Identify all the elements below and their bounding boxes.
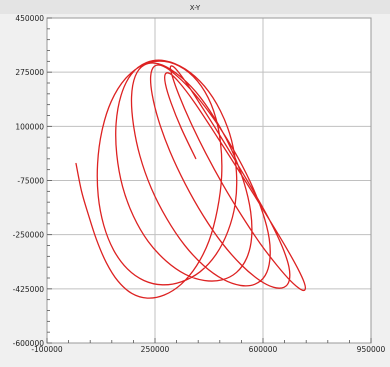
series-layer bbox=[75, 59, 307, 299]
title-bar bbox=[0, 0, 390, 14]
y-tick-label: -250000 bbox=[13, 231, 45, 240]
y-tick-label: -600000 bbox=[13, 339, 45, 348]
y-tick-label: -425000 bbox=[13, 285, 45, 294]
y-tick-label: 100000 bbox=[15, 122, 44, 131]
y-tick-label: 275000 bbox=[15, 68, 44, 77]
y-tick-label: -75000 bbox=[17, 177, 44, 186]
axes: -100000 250000 600000 950000 -600000 -425000 -… bbox=[13, 14, 386, 354]
y-tick-label: 450000 bbox=[15, 14, 44, 23]
grid bbox=[47, 18, 371, 343]
x-tick-label: 250000 bbox=[141, 345, 170, 354]
x-tick-label: -100000 bbox=[31, 345, 63, 354]
series-line-0 bbox=[75, 59, 307, 299]
chart-title: X-Y bbox=[190, 4, 201, 12]
x-tick-label: 950000 bbox=[357, 345, 386, 354]
x-tick-label: 600000 bbox=[249, 345, 278, 354]
